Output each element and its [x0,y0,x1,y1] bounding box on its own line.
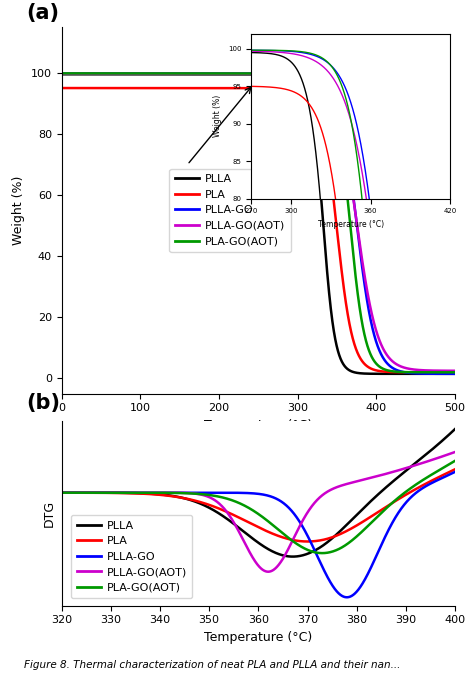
X-axis label: Temperature (°C): Temperature (°C) [204,631,312,644]
Y-axis label: Weight (%): Weight (%) [12,176,25,245]
Legend: PLLA, PLA, PLLA-GO, PLLA-GO(AOT), PLA-GO(AOT): PLLA, PLA, PLLA-GO, PLLA-GO(AOT), PLA-GO… [71,515,192,598]
Text: (a): (a) [26,3,59,24]
X-axis label: Temperature (°C): Temperature (°C) [318,220,384,229]
Y-axis label: DTG: DTG [43,499,56,527]
Legend: PLLA, PLA, PLLA-GO, PLLA-GO(AOT), PLA-GO(AOT): PLLA, PLA, PLLA-GO, PLLA-GO(AOT), PLA-GO… [170,169,291,252]
X-axis label: Temperature (°C): Temperature (°C) [204,419,312,432]
Text: Figure 8. Thermal characterization of neat PLA and PLLA and their nan...: Figure 8. Thermal characterization of ne… [24,660,400,670]
Bar [282,76,337,110]
Y-axis label: Weight (%): Weight (%) [213,95,222,137]
Text: (b): (b) [26,393,60,413]
